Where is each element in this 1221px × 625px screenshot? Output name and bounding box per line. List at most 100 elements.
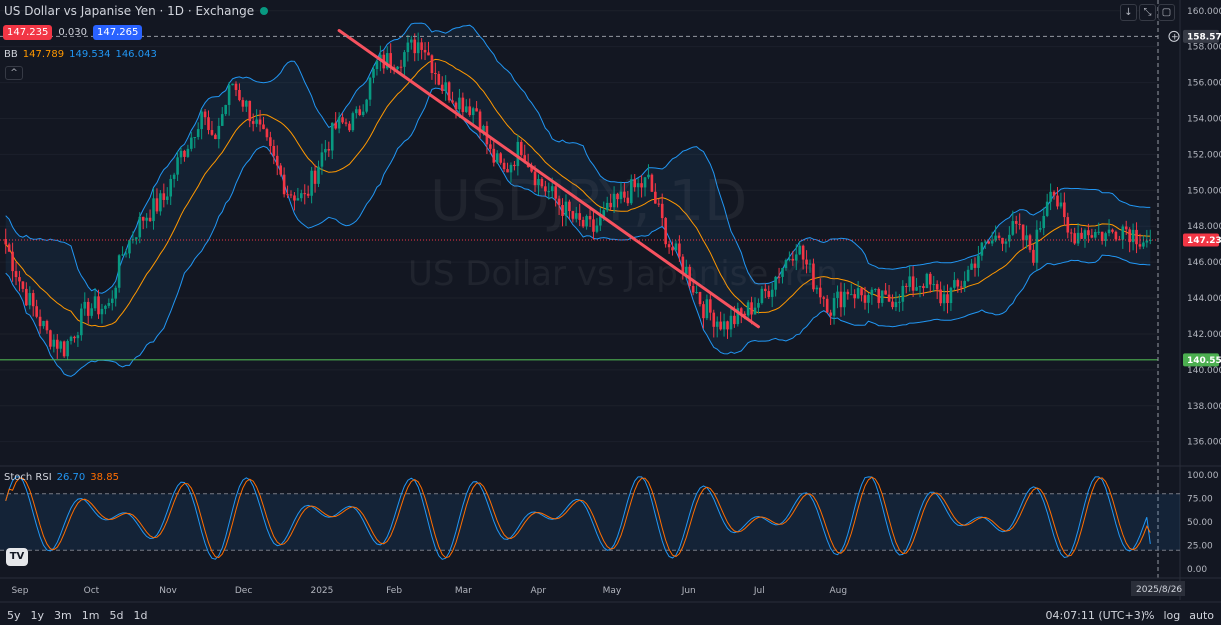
- candle-body: [11, 251, 14, 272]
- candle: [55, 334, 59, 359]
- candle: [358, 105, 362, 117]
- candle-body: [877, 289, 881, 303]
- candle-body: [904, 285, 908, 287]
- candle: [609, 193, 612, 211]
- range-5y[interactable]: 5y: [7, 609, 21, 622]
- candle: [636, 178, 640, 198]
- candle: [121, 246, 124, 256]
- candle-body: [245, 100, 248, 107]
- log-toggle[interactable]: log: [1163, 609, 1181, 622]
- candle: [709, 294, 712, 321]
- candle: [537, 174, 540, 196]
- candle: [767, 285, 771, 299]
- candle-body: [62, 341, 66, 357]
- candle-body: [812, 263, 815, 290]
- candle: [599, 207, 602, 231]
- add-alert-icon: [1168, 30, 1180, 42]
- candle: [162, 183, 166, 208]
- candle-body: [966, 269, 970, 281]
- range-1d[interactable]: 1d: [133, 609, 148, 622]
- candle-body: [605, 202, 609, 211]
- range-1y[interactable]: 1y: [30, 609, 45, 622]
- candle: [1004, 238, 1008, 253]
- bb-legend[interactable]: BB 147.789 149.534 146.043: [4, 49, 157, 60]
- candle-body: [286, 194, 289, 196]
- candle-body: [176, 157, 179, 175]
- candle: [478, 109, 482, 139]
- symbol-title[interactable]: US Dollar vs Japanise Yen · 1D · Exchang…: [4, 4, 255, 18]
- candle-body: [355, 109, 358, 114]
- candle: [557, 195, 561, 216]
- candle: [1045, 193, 1049, 218]
- collapse-legend-button[interactable]: ^: [5, 66, 23, 80]
- move-down-icon[interactable]: ↓: [1120, 4, 1137, 21]
- candle-body: [770, 289, 774, 297]
- clock[interactable]: 04:07:11 (UTC+3): [1045, 609, 1145, 622]
- candle: [375, 60, 379, 76]
- candle-body: [599, 216, 602, 226]
- tradingview-logo-icon[interactable]: TV: [6, 548, 28, 566]
- candle: [626, 190, 630, 206]
- candle: [104, 304, 107, 315]
- candle-body: [492, 148, 496, 163]
- candle-body: [203, 111, 207, 118]
- candle: [815, 285, 819, 294]
- candle: [327, 141, 331, 157]
- maximize-pane-icon[interactable]: ▢: [1158, 4, 1175, 21]
- candle: [313, 164, 317, 193]
- scale-options: % log auto: [1144, 609, 1214, 622]
- range-5d[interactable]: 5d: [109, 609, 124, 622]
- candle: [994, 225, 997, 243]
- candle-body: [788, 258, 791, 261]
- candle: [317, 160, 320, 188]
- candle-body: [574, 213, 578, 219]
- candle-body: [437, 73, 441, 85]
- buy-button[interactable]: 147.265: [93, 25, 143, 40]
- candle: [770, 282, 774, 308]
- auto-toggle[interactable]: auto: [1189, 609, 1214, 622]
- candle: [499, 152, 502, 165]
- candle-body: [733, 315, 736, 325]
- candle-body: [798, 245, 801, 255]
- candle-body: [1069, 232, 1073, 234]
- candle-body: [571, 211, 575, 219]
- candle: [83, 292, 87, 316]
- candle-body: [1042, 215, 1046, 229]
- candle: [987, 240, 991, 245]
- candle-body: [138, 216, 142, 238]
- percent-toggle[interactable]: %: [1144, 609, 1155, 622]
- candle: [196, 122, 200, 140]
- candle: [423, 42, 427, 61]
- stoch-legend[interactable]: Stoch RSI 26.70 38.85: [4, 472, 119, 483]
- candle: [62, 340, 66, 358]
- candle-body: [7, 244, 11, 252]
- candle-body: [898, 301, 901, 303]
- candle-body: [647, 174, 650, 178]
- sell-button[interactable]: 147.235: [3, 25, 53, 40]
- candle: [269, 131, 272, 155]
- candle: [929, 272, 932, 293]
- candle: [798, 241, 801, 256]
- candle-body: [987, 241, 991, 244]
- candle: [605, 196, 609, 213]
- candle-body: [1004, 241, 1008, 244]
- candle: [45, 319, 49, 334]
- candle: [722, 313, 726, 337]
- candle: [492, 140, 496, 167]
- candle: [870, 287, 874, 305]
- candle-body: [444, 82, 447, 91]
- candle: [114, 285, 118, 307]
- candle-body: [55, 339, 59, 349]
- candle: [973, 257, 977, 277]
- candle-body: [73, 336, 76, 339]
- candle: [399, 59, 403, 74]
- candle: [224, 104, 227, 117]
- candle-body: [1073, 233, 1076, 244]
- stoch-tick-label: 25.00: [1187, 542, 1213, 552]
- range-3m[interactable]: 3m: [54, 609, 72, 622]
- candle-body: [516, 141, 520, 167]
- range-1m[interactable]: 1m: [81, 609, 100, 622]
- candle: [660, 193, 664, 227]
- collapse-pane-icon[interactable]: ⤡: [1139, 4, 1156, 21]
